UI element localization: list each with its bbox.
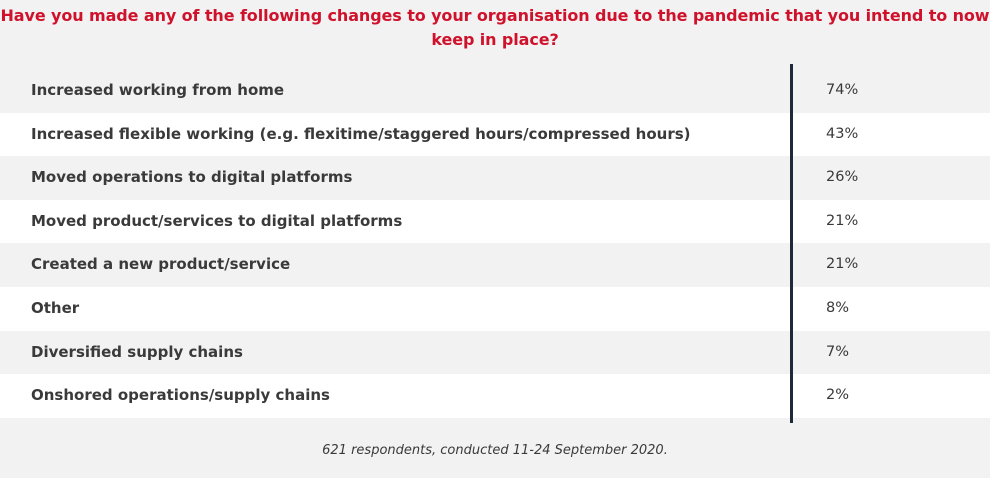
table-row: Onshored operations/supply chains 2% [0, 374, 990, 418]
category-label: Diversified supply chains [31, 342, 243, 361]
footnote: 621 respondents, conducted 11-24 Septemb… [322, 443, 668, 458]
table-row: Created a new product/service 21% [0, 243, 990, 287]
value-label: 26% [826, 169, 859, 186]
category-label: Moved operations to digital platforms [31, 168, 353, 187]
chart-title: Have you made any of the following chang… [0, 6, 990, 49]
divider-line [790, 64, 793, 423]
category-label: Increased working from home [31, 81, 285, 99]
category-label: Onshored operations/supply chains [31, 386, 330, 405]
value-label: 21% [826, 256, 859, 273]
table-row: Increased flexible working (e.g. flexiti… [0, 112, 990, 157]
value-label: 7% [826, 343, 850, 360]
category-label: Other [31, 298, 80, 317]
table-row: Moved product/services to digital platfo… [0, 199, 990, 244]
table-row: Diversified supply chains 7% [0, 330, 990, 375]
table-row: Other 8% [0, 286, 990, 331]
table-row: Moved operations to digital platforms 26% [0, 156, 990, 200]
category-label: Increased flexible working (e.g. flexiti… [31, 124, 691, 143]
table-row: Increased working from home 74% [0, 69, 990, 113]
value-label: 2% [826, 387, 850, 404]
category-label: Moved product/services to digital platfo… [31, 211, 403, 230]
value-label: 74% [826, 82, 859, 98]
response-table: Increased working from home 74% Increased … [0, 69, 990, 418]
value-label: 21% [826, 212, 859, 229]
value-label: 8% [826, 299, 850, 316]
category-label: Created a new product/service [31, 255, 291, 274]
value-label: 43% [826, 125, 859, 142]
